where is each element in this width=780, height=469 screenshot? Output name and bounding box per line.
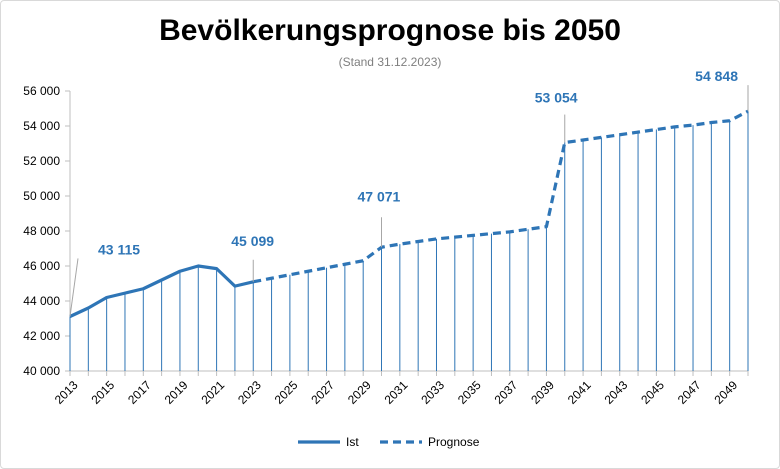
x-tick-label: 2031 [382,378,411,407]
data-label: 53 054 [535,90,578,106]
data-label: 45 099 [231,233,274,249]
x-tick-label: 2045 [638,378,667,407]
series-line-prognose [252,109,749,284]
chart-subtitle: (Stand 31.12.2023) [338,55,442,69]
data-label: 54 848 [695,68,738,84]
y-tick-label: 40 000 [23,364,60,378]
y-tick-label: 48 000 [23,224,60,238]
data-label: 43 115 [98,241,140,257]
x-tick-label: 2035 [455,378,484,407]
x-tick-label: 2019 [162,378,191,407]
x-tick-label: 2047 [675,378,704,407]
x-tick-label: 2013 [52,378,81,407]
data-label: 47 071 [358,188,401,204]
x-tick-label: 2015 [88,378,117,407]
y-tick-label: 56 000 [23,84,60,98]
legend-label-prognose: Prognose [428,435,480,449]
x-tick-label: 2017 [125,378,154,407]
legend-label-ist: Ist [346,435,359,449]
y-tick-label: 50 000 [23,189,60,203]
data-label-leader [69,258,79,317]
x-tick-label: 2023 [235,378,264,407]
chart-title: Bevölkerungsprognose bis 2050 [159,14,621,47]
series-lines [69,109,749,318]
x-tick-label: 2043 [602,378,631,407]
x-tick-label: 2021 [198,378,227,407]
series-line-ist [69,264,254,318]
y-tick-label: 42 000 [23,329,60,343]
data-labels: 43 115 45 099 47 071 53 054 54 848 [69,68,749,317]
x-tick-label: 2033 [418,378,447,407]
x-tick-label: 2039 [528,378,557,407]
x-tick-label: 2037 [492,378,521,407]
y-tick-label: 54 000 [23,119,60,133]
x-tick-label: 2029 [345,378,374,407]
x-tick-label: 2041 [565,378,594,407]
x-tick-label: 2049 [712,378,741,407]
y-tick-label: 44 000 [23,294,60,308]
y-tick-label: 52 000 [23,154,60,168]
x-tick-label: 2027 [308,378,337,407]
y-tick-label: 46 000 [23,259,60,273]
x-tick-label: 2025 [272,378,301,407]
drop-lines [69,111,749,371]
legend: Ist Prognose [298,435,480,449]
